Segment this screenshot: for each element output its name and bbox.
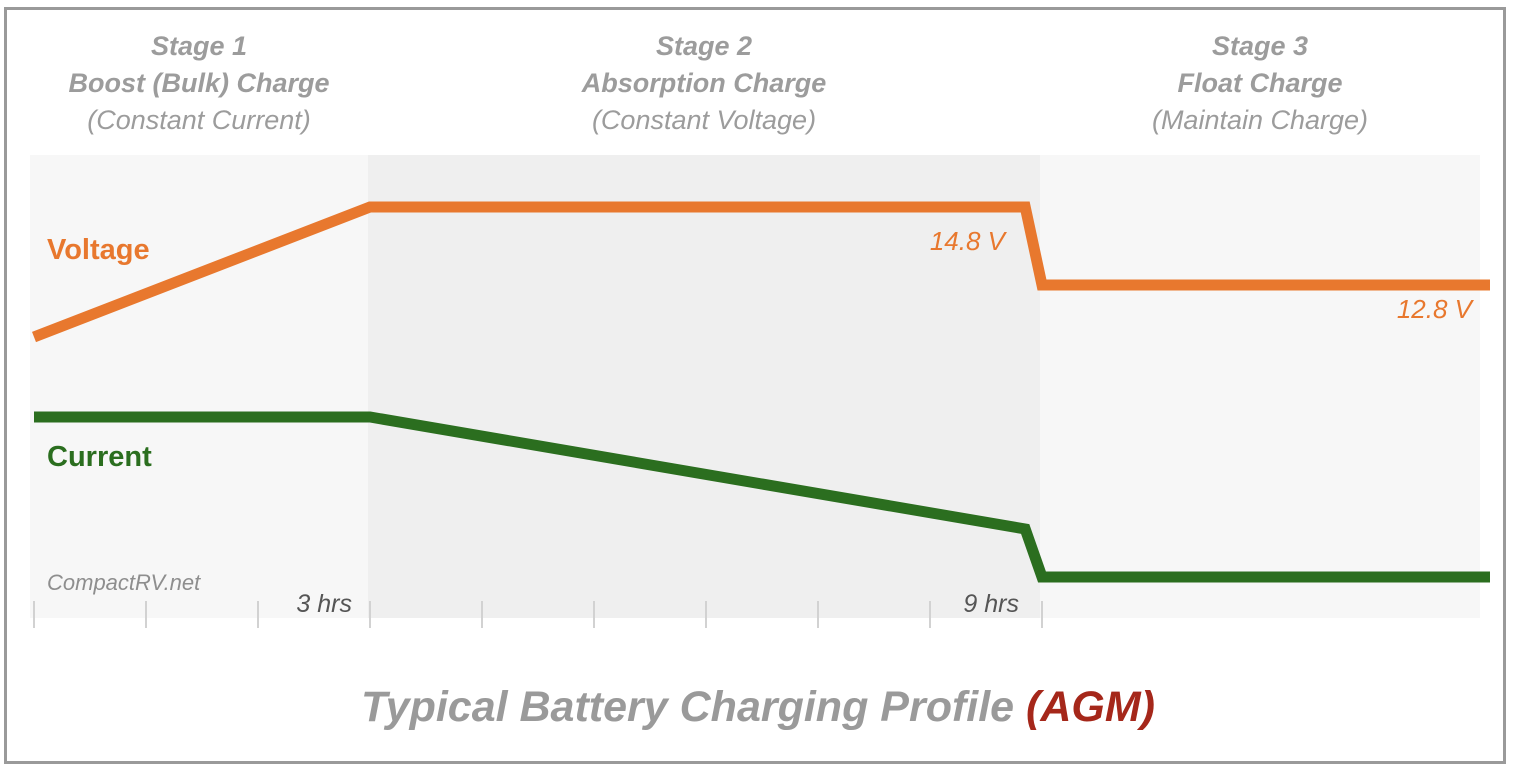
x-axis-ticks [33,601,1043,628]
tick-label-3hrs: 3 hrs [296,590,352,618]
stage-1-name: Boost (Bulk) Charge [68,68,330,98]
stage-3-header: Stage 3 Float Charge (Maintain Charge) [1040,28,1480,139]
voltage-absorption-label: 14.8 V [930,226,1008,256]
stage-1-header: Stage 1 Boost (Bulk) Charge (Constant Cu… [30,28,368,139]
current-series-label: Current [47,441,152,473]
stage-2-name: Absorption Charge [581,68,827,98]
tick-label-9hrs: 9 hrs [963,590,1019,618]
stage-1-title: Stage 1 [150,31,248,61]
watermark: CompactRV.net [47,570,201,595]
stage-3-title: Stage 3 [1211,31,1309,61]
voltage-series-line [32,201,1490,343]
stage-3-band [1040,155,1480,618]
stage-2-title: Stage 2 [655,31,753,61]
chart-title: Typical Battery Charging Profile (AGM) [0,683,1516,732]
chart-title-accent: (AGM) [1026,683,1156,731]
voltage-series-label: Voltage [47,234,150,266]
voltage-float-label: 12.8 V [1397,294,1475,324]
stage-2-mode: (Constant Voltage) [591,105,817,135]
stage-3-name: Float Charge [1177,68,1343,98]
stage-2-band [368,155,1040,618]
stage-1-mode: (Constant Current) [87,105,311,135]
chart-title-main: Typical Battery Charging Profile [360,683,1015,731]
stage-3-mode: (Maintain Charge) [1151,105,1369,135]
stage-2-header: Stage 2 Absorption Charge (Constant Volt… [368,28,1040,139]
current-series-line [34,411,1490,583]
